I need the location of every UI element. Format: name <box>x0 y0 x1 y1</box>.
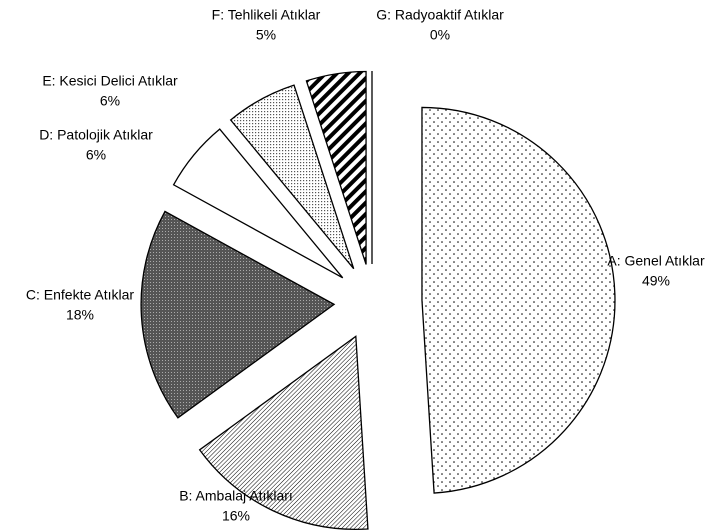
slice-label: B: Ambalaj Atıkları <box>179 488 293 504</box>
pie-slice <box>172 128 344 279</box>
slice-label: E: Kesici Delici Atıklar <box>42 73 178 89</box>
slice-value-label: 16% <box>222 508 250 524</box>
pie-slice <box>198 335 369 531</box>
slice-label: C: Enfekte Atıklar <box>26 287 134 303</box>
slice-value-label: 6% <box>100 93 120 109</box>
slice-label: D: Patolojik Atıklar <box>39 127 153 143</box>
slice-value-label: 6% <box>86 147 106 163</box>
slice-label: A: Genel Atıklar <box>607 253 705 269</box>
slice-label: G: Radyoaktif Atıklar <box>376 7 504 23</box>
slice-label: F: Tehlikeli Atıklar <box>212 7 321 23</box>
pie-slice <box>305 70 367 265</box>
slice-value-label: 49% <box>642 273 670 289</box>
pie-slice <box>421 106 616 494</box>
slice-value-label: 18% <box>66 307 94 323</box>
slice-value-label: 0% <box>430 27 450 43</box>
slice-value-label: 5% <box>256 27 276 43</box>
pie-slice <box>229 84 355 270</box>
pie-slice <box>140 210 336 419</box>
